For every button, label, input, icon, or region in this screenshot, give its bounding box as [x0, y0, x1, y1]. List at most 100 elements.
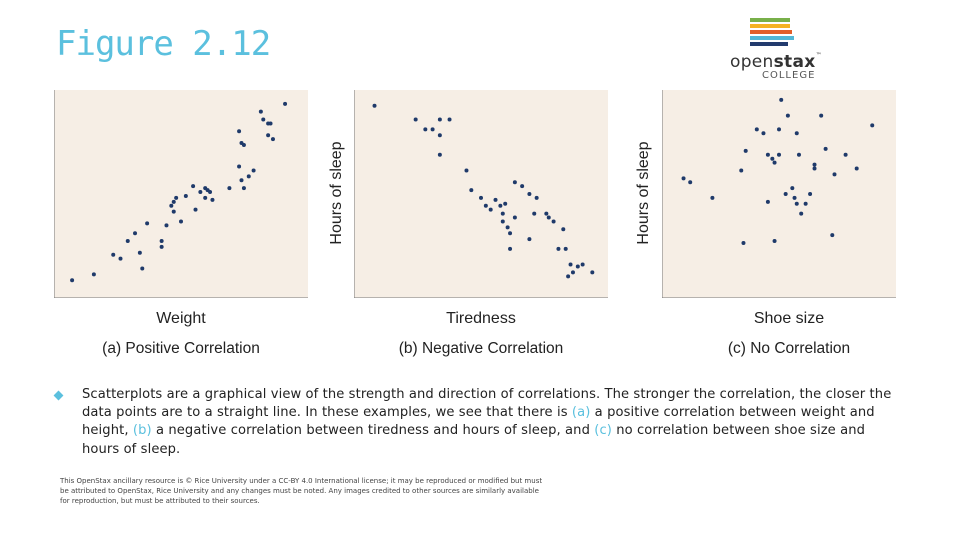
- logo-bar: [750, 18, 790, 22]
- scatter-point: [812, 162, 817, 167]
- logo-wordmark: openstax™: [730, 52, 822, 72]
- scatter-point: [270, 137, 275, 142]
- scatter-point: [792, 195, 797, 200]
- scatter-point: [447, 117, 452, 122]
- scatter-point: [779, 97, 784, 102]
- scatter-point: [179, 219, 183, 224]
- scatter-point: [551, 219, 556, 224]
- scatter-plot-a-points: [54, 90, 308, 298]
- scatter-point: [527, 237, 532, 242]
- scatter-point: [171, 209, 176, 214]
- scatter-point: [164, 223, 169, 228]
- scatter-point: [372, 103, 377, 108]
- scatter-point: [812, 166, 817, 171]
- scatter-point: [512, 180, 517, 185]
- x-axis-label-b: Tiredness: [446, 310, 516, 327]
- scatter-point: [159, 239, 164, 244]
- body-text-4: no correlation between shoe size and hou…: [82, 423, 866, 457]
- scatter-point: [508, 231, 513, 236]
- logo-tm: ™: [815, 52, 822, 59]
- scatter-point: [258, 109, 263, 114]
- scatter-plot-c-points: [662, 90, 896, 298]
- scatter-point: [413, 117, 418, 122]
- scatter-point: [566, 274, 571, 279]
- scatter-point: [91, 272, 96, 277]
- scatter-point: [171, 199, 176, 204]
- license-notice: This OpenStax ancillary resource is © Ri…: [60, 477, 543, 505]
- scatter-plot-a: [54, 90, 308, 298]
- scatter-point: [437, 117, 442, 122]
- logo-word-bold: stax: [773, 52, 816, 72]
- logo-bar: [750, 30, 792, 34]
- scatter-point: [512, 215, 517, 220]
- scatter-point: [193, 207, 198, 212]
- body-ref-c: (c): [594, 423, 612, 439]
- logo-bar: [750, 36, 794, 40]
- slide-title: Figure 2.12: [56, 24, 271, 64]
- scatter-point: [808, 192, 813, 196]
- scatter-point: [790, 186, 795, 191]
- scatter-plot-b-points: [354, 90, 608, 298]
- scatter-point: [772, 239, 777, 244]
- body-ref-a: (a): [571, 405, 591, 421]
- scatter-plot-c: [662, 90, 896, 298]
- scatter-point: [111, 252, 116, 257]
- scatter-point: [464, 168, 469, 173]
- scatter-point: [169, 203, 174, 208]
- scatter-point: [268, 121, 273, 126]
- scatter-point: [261, 117, 266, 122]
- scatter-point: [590, 270, 595, 275]
- scatter-point: [208, 190, 213, 195]
- scatter-point: [794, 131, 799, 136]
- scatter-point: [688, 180, 693, 185]
- scatter-point: [570, 270, 575, 275]
- scatter-point: [765, 199, 770, 204]
- scatter-point: [563, 246, 568, 251]
- openstax-logo: openstax™ COLLEGE: [730, 18, 830, 81]
- scatter-point: [508, 246, 513, 251]
- scatter-point: [823, 146, 828, 151]
- scatter-point: [237, 129, 242, 134]
- scatter-point: [133, 231, 138, 236]
- x-axis-label-c: Shoe size: [753, 310, 825, 327]
- scatter-point: [843, 152, 848, 157]
- scatter-plot-b: [354, 90, 608, 298]
- y-axis-label-c: Hours of sleep: [635, 141, 652, 245]
- scatter-point: [681, 176, 686, 181]
- scatter-point: [241, 143, 246, 147]
- scatter-point: [739, 168, 744, 173]
- scatter-point: [174, 195, 179, 200]
- scatter-point: [765, 152, 770, 157]
- scatter-point: [870, 123, 875, 128]
- scatter-point: [534, 195, 539, 200]
- scatter-point: [532, 211, 537, 216]
- scatter-point: [437, 133, 442, 138]
- x-axis-label-a: Weight: [156, 310, 206, 327]
- caption-a: (a) Positive Correlation: [102, 340, 260, 357]
- scatter-point: [241, 186, 246, 191]
- scatter-point: [266, 133, 271, 138]
- scatter-point: [423, 127, 428, 132]
- scatter-point: [743, 148, 748, 153]
- body-text-3: a negative correlation between tiredness…: [151, 423, 595, 439]
- scatter-point: [785, 113, 790, 118]
- scatter-point: [251, 168, 256, 173]
- scatter-point: [505, 225, 510, 230]
- scatter-point: [469, 188, 474, 193]
- scatter-point: [498, 203, 503, 208]
- logo-bars: [750, 18, 794, 48]
- scatter-point: [159, 244, 164, 249]
- scatter-point: [227, 186, 232, 191]
- scatter-point: [500, 211, 505, 216]
- scatter-point: [239, 178, 244, 183]
- scatter-point: [575, 264, 580, 269]
- scatter-point: [568, 262, 573, 267]
- scatter-point: [799, 211, 804, 216]
- scatter-point: [819, 113, 824, 118]
- scatter-point: [500, 219, 505, 224]
- scatter-point: [483, 203, 488, 208]
- scatter-point: [854, 166, 859, 171]
- scatter-point: [246, 174, 251, 179]
- caption-c: (c) No Correlation: [727, 340, 851, 357]
- scatter-point: [118, 256, 123, 261]
